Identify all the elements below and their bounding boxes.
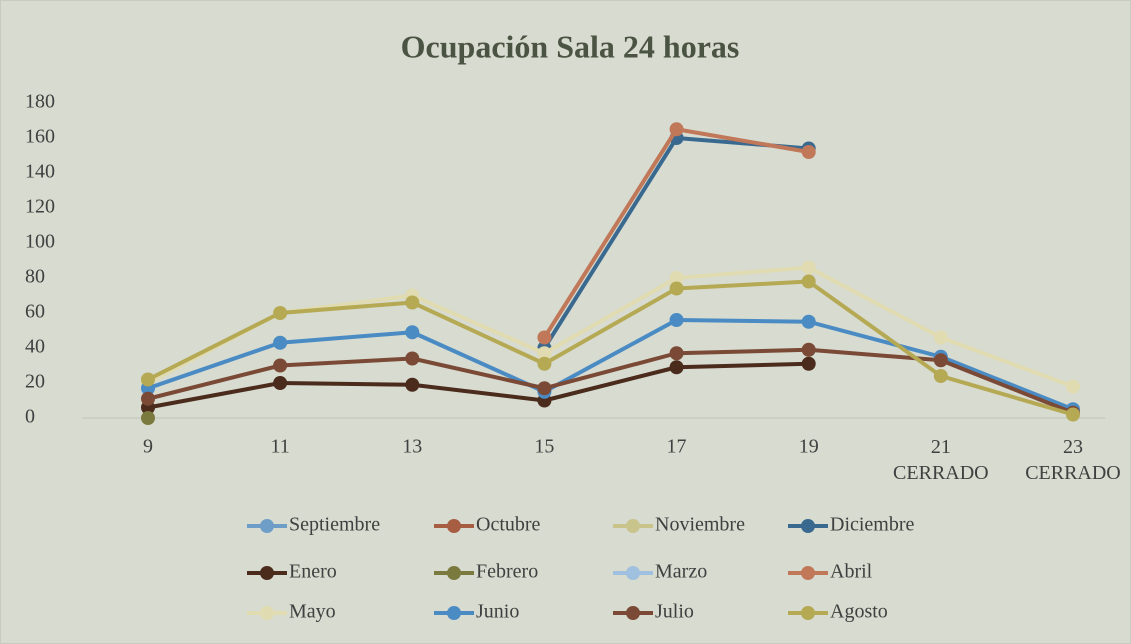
data-point: [1065, 379, 1080, 394]
data-point: [669, 313, 684, 327]
chart-title: Ocupación Sala 24 horas: [401, 28, 740, 64]
data-point: [933, 369, 948, 383]
x-tick-label: 15: [534, 436, 554, 458]
y-tick-label: 120: [25, 196, 55, 218]
legend-marker: [447, 566, 461, 580]
legend-item: Mayo: [247, 601, 336, 623]
legend-marker: [447, 519, 461, 533]
legend-marker: [626, 519, 640, 533]
data-point: [405, 377, 420, 392]
legend-label: Diciembre: [830, 514, 915, 536]
legend-marker: [260, 606, 274, 620]
series-line: [147, 318, 1074, 412]
x-tick-label: 21 CERRADO: [893, 436, 989, 484]
data-point: [405, 351, 420, 366]
y-tick-label: 40: [25, 336, 45, 358]
legend-marker: [801, 606, 815, 620]
legend-label: Septiembre: [289, 514, 380, 536]
y-tick-label: 180: [25, 91, 55, 113]
legend-item: Octubre: [434, 514, 541, 536]
data-point: [801, 145, 816, 159]
y-tick-label: 160: [25, 126, 55, 148]
legend-marker: [801, 519, 815, 533]
data-point: [273, 376, 288, 390]
legend-label: Enero: [289, 561, 337, 583]
legend-label: Junio: [476, 601, 519, 623]
legend-marker: [447, 606, 461, 620]
data-point: [669, 346, 684, 361]
legend-item: Septiembre: [247, 514, 380, 536]
data-point: [273, 335, 288, 350]
legend-item: Enero: [247, 561, 337, 583]
data-point: [141, 372, 155, 387]
legend-marker: [801, 566, 815, 580]
legend-item: Julio: [613, 601, 694, 623]
series-line: [147, 361, 809, 410]
legend-item: Febrero: [434, 561, 538, 583]
data-point: [801, 356, 816, 371]
data-point: [1065, 407, 1080, 422]
legend-item: Diciembre: [788, 514, 915, 536]
data-point: [405, 325, 420, 340]
y-tick-label: 0: [25, 406, 35, 428]
data-point: [537, 381, 552, 396]
legend-marker: [626, 566, 640, 580]
x-tick-label: 17: [667, 436, 687, 458]
legend-item: Marzo: [613, 561, 707, 583]
y-tick-label: 140: [25, 161, 55, 183]
legend-label: Julio: [655, 601, 694, 623]
data-point: [669, 360, 684, 375]
data-point: [141, 391, 155, 406]
data-point: [801, 314, 816, 329]
data-point: [537, 356, 552, 371]
data-point: [669, 122, 684, 137]
data-point: [273, 358, 288, 373]
x-tick-label: 11: [271, 436, 290, 458]
data-point: [801, 274, 816, 289]
legend-label: Marzo: [655, 561, 707, 583]
data-point: [933, 330, 948, 345]
legend-label: Abril: [830, 561, 873, 583]
legend-label: Agosto: [830, 601, 888, 623]
legend-label: Noviembre: [655, 514, 745, 536]
data-point: [537, 330, 552, 345]
x-tick-label: 23 CERRADO: [1025, 436, 1121, 484]
y-tick-label: 20: [25, 371, 45, 393]
legend-item: Abril: [788, 561, 873, 583]
legend-label: Octubre: [476, 514, 541, 536]
data-point: [669, 281, 684, 296]
legend-item: Junio: [434, 601, 519, 623]
legend-marker: [260, 519, 274, 533]
y-tick-label: 60: [25, 301, 45, 323]
legend-label: Febrero: [476, 561, 538, 583]
data-point: [405, 295, 420, 310]
x-tick-label: 19: [799, 436, 819, 458]
legend-item: Noviembre: [613, 514, 745, 536]
data-point: [801, 260, 816, 275]
data-point: [273, 306, 288, 320]
x-tick-label: 13: [402, 436, 422, 458]
data-point: [801, 342, 816, 357]
legend-marker: [626, 606, 640, 620]
legend-marker: [260, 566, 274, 580]
data-point: [669, 271, 684, 285]
legend-item: Agosto: [788, 601, 888, 623]
data-point: [537, 346, 552, 361]
y-tick-label: 80: [25, 266, 45, 288]
legend-label: Mayo: [289, 601, 336, 623]
y-tick-label: 100: [25, 231, 55, 253]
data-point: [141, 411, 155, 425]
x-tick-label: 9: [143, 436, 153, 458]
data-point: [933, 353, 948, 368]
series-line: [147, 279, 1074, 417]
